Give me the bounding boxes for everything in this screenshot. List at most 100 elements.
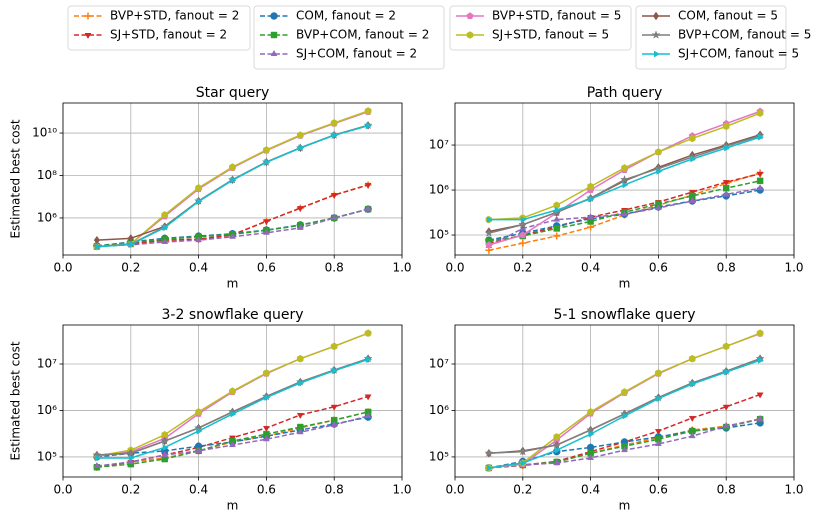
marker [229, 437, 236, 445]
x-tick-label: 0.0 [53, 261, 72, 275]
x-axis-label: m [619, 499, 631, 513]
x-tick-label: 0.0 [53, 483, 72, 497]
marker [722, 180, 730, 187]
marker [688, 415, 696, 422]
marker [690, 380, 697, 388]
x-tick-label: 0.8 [717, 261, 736, 275]
marker [485, 241, 493, 249]
x-tick-label: 0.0 [445, 261, 464, 275]
legend-label: SJ+STD, fanout = 5 [492, 28, 609, 42]
x-tick-label: 0.6 [257, 261, 276, 275]
marker [655, 436, 662, 443]
marker [297, 131, 304, 139]
legend-label: COM, fanout = 5 [678, 9, 778, 23]
series-line [488, 187, 761, 247]
marker [619, 174, 630, 184]
x-tick-label: 0.2 [513, 483, 532, 497]
marker [587, 453, 595, 460]
marker [296, 428, 304, 435]
marker [622, 412, 629, 420]
legend-marker [652, 11, 660, 21]
marker [756, 171, 764, 178]
legend-box [67, 5, 251, 51]
y-tick-label: 10⁵ [37, 449, 57, 463]
x-tick-label: 0.8 [325, 483, 344, 497]
marker [654, 439, 662, 446]
x-tick-label: 1.0 [784, 483, 803, 497]
x-tick-label: 0.6 [649, 261, 668, 275]
marker [654, 429, 662, 436]
marker [519, 239, 527, 247]
marker [587, 223, 595, 231]
marker [364, 205, 372, 212]
marker [689, 427, 696, 435]
marker [161, 237, 169, 244]
marker [128, 454, 135, 462]
marker [553, 215, 561, 222]
legend-label: COM, fanout = 2 [296, 9, 396, 23]
marker [364, 408, 372, 416]
marker [195, 446, 203, 453]
plot-frame [454, 102, 795, 256]
x-tick-label: 0.8 [717, 483, 736, 497]
x-tick-label: 1.0 [392, 261, 411, 275]
series-line [96, 125, 369, 248]
y-tick-label: 10⁷ [37, 356, 57, 370]
y-tick-label: 10⁸ [37, 168, 57, 182]
y-tick-label: 10⁶ [37, 403, 57, 417]
x-axis-label: m [227, 499, 239, 513]
marker [554, 446, 561, 454]
marker [586, 443, 595, 452]
marker [230, 410, 237, 418]
marker [195, 184, 202, 192]
marker [520, 216, 527, 224]
marker [722, 190, 730, 197]
y-axis-label: Estimated best cost [9, 119, 23, 238]
plot-frame [62, 102, 403, 256]
y-tick-label: 10⁶ [37, 210, 57, 224]
marker [486, 464, 493, 472]
x-tick-label: 0.4 [581, 483, 600, 497]
marker [298, 144, 305, 152]
legend-marker [270, 12, 278, 20]
marker [162, 443, 169, 451]
marker [196, 197, 203, 205]
marker [484, 448, 494, 458]
marker [689, 192, 696, 200]
marker [722, 422, 730, 429]
chart-title: 5-1 snowflake query [554, 307, 696, 323]
y-axis-label: Estimated best cost [9, 341, 23, 460]
marker [587, 182, 594, 191]
y-tick-label: 10¹⁰ [32, 126, 57, 140]
marker [264, 394, 271, 401]
legend-box [449, 5, 632, 51]
marker [756, 415, 764, 422]
marker [296, 412, 304, 419]
marker [263, 369, 270, 377]
marker [689, 134, 696, 143]
marker [263, 430, 270, 438]
legend-marker [466, 12, 474, 20]
marker [588, 195, 595, 203]
marker [587, 218, 594, 225]
marker [656, 395, 663, 403]
marker [160, 436, 170, 445]
plot-frame [454, 324, 795, 478]
marker [553, 459, 561, 466]
marker [262, 228, 270, 235]
marker [264, 158, 271, 166]
marker [722, 184, 730, 192]
x-tick-label: 0.6 [257, 483, 276, 497]
marker [330, 420, 338, 427]
marker [520, 459, 527, 467]
legend-box [635, 5, 787, 70]
marker [621, 388, 628, 396]
marker [161, 211, 168, 219]
marker [722, 342, 730, 351]
marker [330, 404, 338, 411]
marker [518, 219, 528, 229]
marker [94, 454, 101, 462]
marker [554, 206, 561, 214]
marker [484, 228, 494, 238]
x-tick-label: 0.2 [513, 261, 532, 275]
